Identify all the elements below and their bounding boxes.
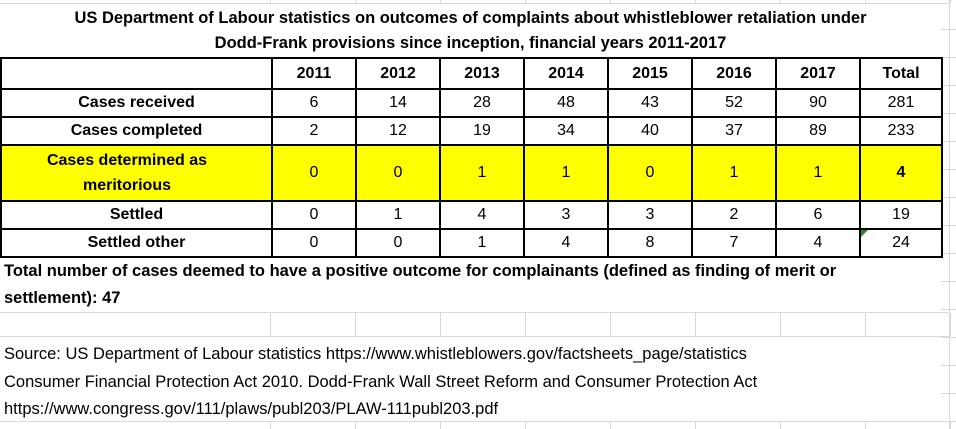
data-cell[interactable]: 1 (355, 200, 441, 230)
data-cell[interactable]: 7 (691, 228, 777, 258)
total-cell-with-flag[interactable]: 24 (859, 228, 943, 258)
summary-line1: Total number of cases deemed to have a p… (4, 262, 837, 280)
data-cell[interactable]: 0 (355, 144, 441, 202)
source-line1: Source: US Department of Labour statisti… (4, 345, 747, 363)
column-header-2017[interactable]: 2017 (775, 57, 861, 90)
summary-line2: settlement): 47 (4, 289, 121, 307)
data-cell[interactable]: 89 (775, 116, 861, 146)
table-row-cases-completed: Cases completed 2 12 19 34 40 37 89 233 (0, 116, 943, 146)
source-citation: Source: US Department of Labour statisti… (4, 341, 952, 424)
table-row-settled: Settled 0 1 4 3 3 2 6 19 (0, 200, 943, 230)
row-label[interactable]: Cases received (0, 88, 273, 118)
table-row-settled-other: Settled other 0 0 1 4 8 7 4 24 (0, 228, 943, 258)
column-header-2016[interactable]: 2016 (691, 57, 777, 90)
total-cell[interactable]: 233 (859, 116, 943, 146)
summary-text: Total number of cases deemed to have a p… (4, 258, 952, 312)
table-title-line2: Dodd-Frank provisions since inception, f… (214, 34, 727, 52)
data-cell[interactable]: 0 (271, 144, 357, 202)
column-header-2015[interactable]: 2015 (607, 57, 693, 90)
column-header-2013[interactable]: 2013 (439, 57, 525, 90)
data-cell[interactable]: 12 (355, 116, 441, 146)
data-cell[interactable]: 6 (271, 88, 357, 118)
column-header-2014[interactable]: 2014 (523, 57, 609, 90)
data-cell[interactable]: 48 (523, 88, 609, 118)
total-cell-value: 24 (892, 234, 910, 251)
statistics-table: 2011 2012 2013 2014 2015 2016 2017 Total… (0, 57, 943, 258)
data-cell[interactable]: 0 (355, 228, 441, 258)
column-header-total[interactable]: Total (859, 57, 943, 90)
table-title-line1: US Department of Labour statistics on ou… (74, 9, 867, 27)
table-title: US Department of Labour statistics on ou… (0, 6, 941, 56)
data-cell[interactable]: 1 (439, 144, 525, 202)
data-cell[interactable]: 1 (691, 144, 777, 202)
row-label[interactable]: Cases determined as meritorious (0, 144, 273, 202)
total-cell[interactable]: 281 (859, 88, 943, 118)
data-cell[interactable]: 14 (355, 88, 441, 118)
corner-header-cell[interactable] (0, 57, 273, 90)
total-cell[interactable]: 4 (859, 144, 943, 202)
data-cell[interactable]: 1 (523, 144, 609, 202)
total-cell[interactable]: 19 (859, 200, 943, 230)
data-cell[interactable]: 3 (523, 200, 609, 230)
data-cell[interactable]: 34 (523, 116, 609, 146)
data-cell[interactable]: 1 (775, 144, 861, 202)
gridline-top-strip (0, 0, 951, 4)
data-cell[interactable]: 43 (607, 88, 693, 118)
column-header-2011[interactable]: 2011 (271, 57, 357, 90)
data-cell[interactable]: 37 (691, 116, 777, 146)
gridline-empty-row-band (0, 312, 951, 337)
data-cell[interactable]: 4 (523, 228, 609, 258)
data-cell[interactable]: 52 (691, 88, 777, 118)
data-cell[interactable]: 40 (607, 116, 693, 146)
data-cell[interactable]: 0 (271, 228, 357, 258)
column-header-2012[interactable]: 2012 (355, 57, 441, 90)
gridline-bottom-strip (0, 421, 951, 429)
data-cell[interactable]: 4 (775, 228, 861, 258)
header-row: 2011 2012 2013 2014 2015 2016 2017 Total (0, 57, 943, 90)
row-label[interactable]: Settled (0, 200, 273, 230)
error-indicator-triangle-icon (862, 231, 868, 237)
data-cell[interactable]: 28 (439, 88, 525, 118)
data-cell[interactable]: 2 (271, 116, 357, 146)
table-row-cases-received: Cases received 6 14 28 48 43 52 90 281 (0, 88, 943, 118)
data-cell[interactable]: 4 (439, 200, 525, 230)
data-cell[interactable]: 2 (691, 200, 777, 230)
data-cell[interactable]: 19 (439, 116, 525, 146)
row-label[interactable]: Settled other (0, 228, 273, 258)
data-cell[interactable]: 90 (775, 88, 861, 118)
data-cell[interactable]: 3 (607, 200, 693, 230)
data-cell[interactable]: 1 (439, 228, 525, 258)
source-line3: https://www.congress.gov/111/plaws/publ2… (4, 400, 499, 418)
data-cell[interactable]: 6 (775, 200, 861, 230)
table-row-cases-meritorious-highlighted: Cases determined as meritorious 0 0 1 1 … (0, 144, 943, 202)
data-cell[interactable]: 0 (607, 144, 693, 202)
row-label[interactable]: Cases completed (0, 116, 273, 146)
data-cell[interactable]: 0 (271, 200, 357, 230)
source-line2: Consumer Financial Protection Act 2010. … (4, 372, 758, 391)
data-cell[interactable]: 8 (607, 228, 693, 258)
